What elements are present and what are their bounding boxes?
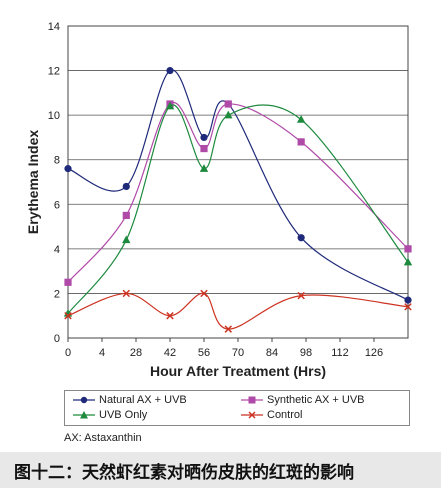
data-point [297, 138, 305, 146]
data-point [224, 325, 233, 333]
x-tick-label: 0 [65, 347, 71, 359]
data-point [122, 235, 131, 244]
y-tick-label: 12 [48, 66, 60, 78]
data-point-stroke [297, 291, 305, 300]
x-tick-label: 126 [365, 347, 383, 359]
x-tick-label: 28 [130, 347, 142, 359]
data-point [200, 289, 208, 298]
data-point [404, 296, 412, 304]
legend-marker-x-icon [241, 411, 263, 419]
data-point-stroke [166, 311, 174, 320]
data-point [296, 115, 306, 123]
data-point [224, 100, 232, 108]
legend-item-natural: Natural AX + UVB [73, 394, 187, 406]
y-tick-label: 6 [54, 199, 60, 211]
data-point-stroke [64, 311, 72, 320]
legend-label: UVB Only [99, 409, 148, 421]
x-tick-label: 4 [99, 347, 105, 359]
y-tick-label: 8 [54, 155, 60, 167]
abbreviation-note: AX: Astaxanthin [64, 432, 142, 444]
data-point [166, 311, 174, 320]
series-circle [64, 66, 412, 304]
legend: Natural AX + UVB Synthetic AX + UVB UVB … [64, 390, 410, 426]
data-point [224, 110, 233, 119]
data-point-stroke [404, 303, 412, 311]
legend-marker-circle-icon [73, 396, 95, 404]
figure-caption: 图十二：天然虾红素对晒伤皮肤的红斑的影响 [0, 452, 441, 488]
x-tick-label: 112 [331, 347, 349, 359]
x-axis-label: Hour After Treatment (Hrs) [150, 363, 326, 379]
legend-label: Control [267, 409, 303, 421]
legend-item-synthetic: Synthetic AX + UVB [241, 394, 365, 406]
x-tick-label: 42 [164, 347, 176, 359]
x-tick-label: 56 [198, 347, 210, 359]
legend-item-uvb: UVB Only [73, 409, 147, 421]
data-point-stroke [122, 289, 131, 298]
series-x [64, 289, 412, 333]
legend-item-control: Control [241, 409, 302, 421]
legend-label: Synthetic AX + UVB [267, 394, 365, 406]
y-axis-label: Erythema Index [25, 130, 41, 234]
data-point [122, 182, 130, 191]
series-line [67, 292, 409, 330]
x-tick-label: 98 [300, 347, 312, 359]
y-tick-label: 10 [48, 110, 60, 122]
data-point [199, 164, 209, 172]
data-point [165, 101, 175, 110]
y-tick-label: 14 [48, 21, 60, 33]
x-tick-label: 84 [266, 347, 278, 359]
data-point [297, 291, 305, 300]
y-tick-label: 0 [54, 333, 60, 345]
data-point [64, 311, 72, 320]
legend-marker-triangle-icon [73, 411, 95, 419]
data-point-stroke [200, 289, 208, 298]
series-line [67, 104, 409, 314]
y-tick-label: 4 [54, 244, 60, 256]
series-triangle [63, 101, 413, 317]
data-point [403, 257, 413, 266]
x-tick-label: 70 [232, 347, 244, 359]
data-point [64, 278, 72, 286]
data-point-stroke [224, 325, 233, 333]
data-point [122, 289, 131, 298]
data-point [200, 133, 208, 142]
data-point [404, 303, 412, 311]
series-square [64, 100, 412, 286]
data-point [64, 165, 72, 173]
plot-frame [67, 25, 409, 339]
y-tick-label: 2 [54, 288, 60, 300]
data-point [166, 66, 174, 75]
legend-marker-square-icon [241, 396, 263, 404]
series-line [67, 101, 409, 283]
data-point [404, 245, 412, 253]
data-point [122, 211, 130, 220]
chart: 0 2 4 6 8 10 12 14 0 4 28 42 56 70 84 98 112 126 Hour Afte… [25, 21, 413, 379]
data-point [297, 234, 305, 242]
legend-label: Natural AX + UVB [99, 394, 187, 406]
data-point [200, 144, 208, 153]
